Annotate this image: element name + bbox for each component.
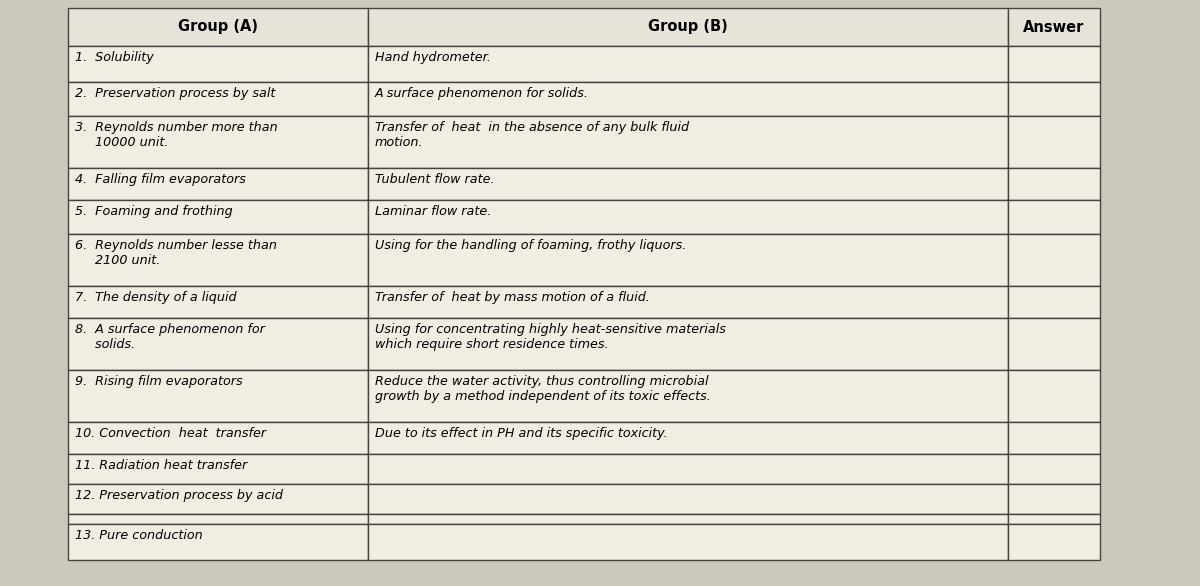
Bar bbox=[1008, 286, 1100, 318]
Text: 1.  Solubility: 1. Solubility bbox=[74, 51, 154, 64]
Bar bbox=[68, 234, 368, 286]
Bar bbox=[368, 524, 1008, 560]
Bar bbox=[1008, 234, 1100, 286]
Bar bbox=[368, 8, 1008, 46]
Text: Answer: Answer bbox=[1024, 19, 1085, 35]
Text: Transfer of  heat by mass motion of a fluid.: Transfer of heat by mass motion of a flu… bbox=[374, 291, 650, 304]
Bar bbox=[1008, 46, 1100, 82]
Bar bbox=[368, 200, 1008, 234]
Text: Group (B): Group (B) bbox=[648, 19, 728, 35]
Bar bbox=[1008, 168, 1100, 200]
Bar bbox=[68, 116, 368, 168]
Text: A surface phenomenon for solids.: A surface phenomenon for solids. bbox=[374, 87, 589, 100]
Bar bbox=[68, 484, 368, 514]
Text: 13. Pure conduction: 13. Pure conduction bbox=[74, 529, 203, 542]
Text: Due to its effect in PH and its specific toxicity.: Due to its effect in PH and its specific… bbox=[374, 427, 667, 440]
Bar bbox=[1008, 116, 1100, 168]
Text: Using for concentrating highly heat-sensitive materials
which require short resi: Using for concentrating highly heat-sens… bbox=[374, 323, 726, 351]
Bar bbox=[368, 168, 1008, 200]
Bar bbox=[368, 318, 1008, 370]
Bar bbox=[68, 370, 368, 422]
Text: Laminar flow rate.: Laminar flow rate. bbox=[374, 205, 491, 218]
Text: 11. Radiation heat transfer: 11. Radiation heat transfer bbox=[74, 459, 247, 472]
Bar bbox=[1008, 524, 1100, 560]
Text: Using for the handling of foaming, frothy liquors.: Using for the handling of foaming, froth… bbox=[374, 239, 686, 252]
Bar bbox=[68, 454, 368, 484]
Bar bbox=[68, 318, 368, 370]
Bar bbox=[1008, 200, 1100, 234]
Bar bbox=[68, 82, 368, 116]
Text: 8.  A surface phenomenon for
     solids.: 8. A surface phenomenon for solids. bbox=[74, 323, 265, 351]
Bar bbox=[368, 234, 1008, 286]
Text: 12. Preservation process by acid: 12. Preservation process by acid bbox=[74, 489, 283, 502]
Text: Tubulent flow rate.: Tubulent flow rate. bbox=[374, 173, 494, 186]
Text: 9.  Rising film evaporators: 9. Rising film evaporators bbox=[74, 375, 242, 388]
Text: Hand hydrometer.: Hand hydrometer. bbox=[374, 51, 491, 64]
Text: 2.  Preservation process by salt: 2. Preservation process by salt bbox=[74, 87, 275, 100]
Bar bbox=[1008, 454, 1100, 484]
Text: 6.  Reynolds number lesse than
     2100 unit.: 6. Reynolds number lesse than 2100 unit. bbox=[74, 239, 277, 267]
Bar bbox=[368, 484, 1008, 514]
Bar bbox=[68, 422, 368, 454]
Bar bbox=[368, 46, 1008, 82]
Bar bbox=[1008, 318, 1100, 370]
Bar bbox=[68, 46, 368, 82]
Bar bbox=[368, 370, 1008, 422]
Text: 4.  Falling film evaporators: 4. Falling film evaporators bbox=[74, 173, 246, 186]
Bar bbox=[1008, 514, 1100, 524]
Bar bbox=[1008, 8, 1100, 46]
Bar bbox=[368, 514, 1008, 524]
Text: Transfer of  heat  in the absence of any bulk fluid
motion.: Transfer of heat in the absence of any b… bbox=[374, 121, 689, 149]
Bar bbox=[68, 8, 368, 46]
Text: Group (A): Group (A) bbox=[178, 19, 258, 35]
Bar bbox=[368, 286, 1008, 318]
Text: 5.  Foaming and frothing: 5. Foaming and frothing bbox=[74, 205, 233, 218]
Bar bbox=[368, 422, 1008, 454]
Bar bbox=[68, 200, 368, 234]
Bar bbox=[1008, 82, 1100, 116]
Bar bbox=[68, 524, 368, 560]
Bar bbox=[1008, 370, 1100, 422]
Bar bbox=[1008, 484, 1100, 514]
Text: 10. Convection  heat  transfer: 10. Convection heat transfer bbox=[74, 427, 266, 440]
Bar bbox=[68, 168, 368, 200]
Text: Reduce the water activity, thus controlling microbial
growth by a method indepen: Reduce the water activity, thus controll… bbox=[374, 375, 710, 403]
Text: 7.  The density of a liquid: 7. The density of a liquid bbox=[74, 291, 236, 304]
Bar bbox=[68, 514, 368, 524]
Bar bbox=[1008, 422, 1100, 454]
Bar bbox=[368, 82, 1008, 116]
Text: 3.  Reynolds number more than
     10000 unit.: 3. Reynolds number more than 10000 unit. bbox=[74, 121, 277, 149]
Bar bbox=[68, 286, 368, 318]
Bar bbox=[368, 116, 1008, 168]
Bar bbox=[368, 454, 1008, 484]
